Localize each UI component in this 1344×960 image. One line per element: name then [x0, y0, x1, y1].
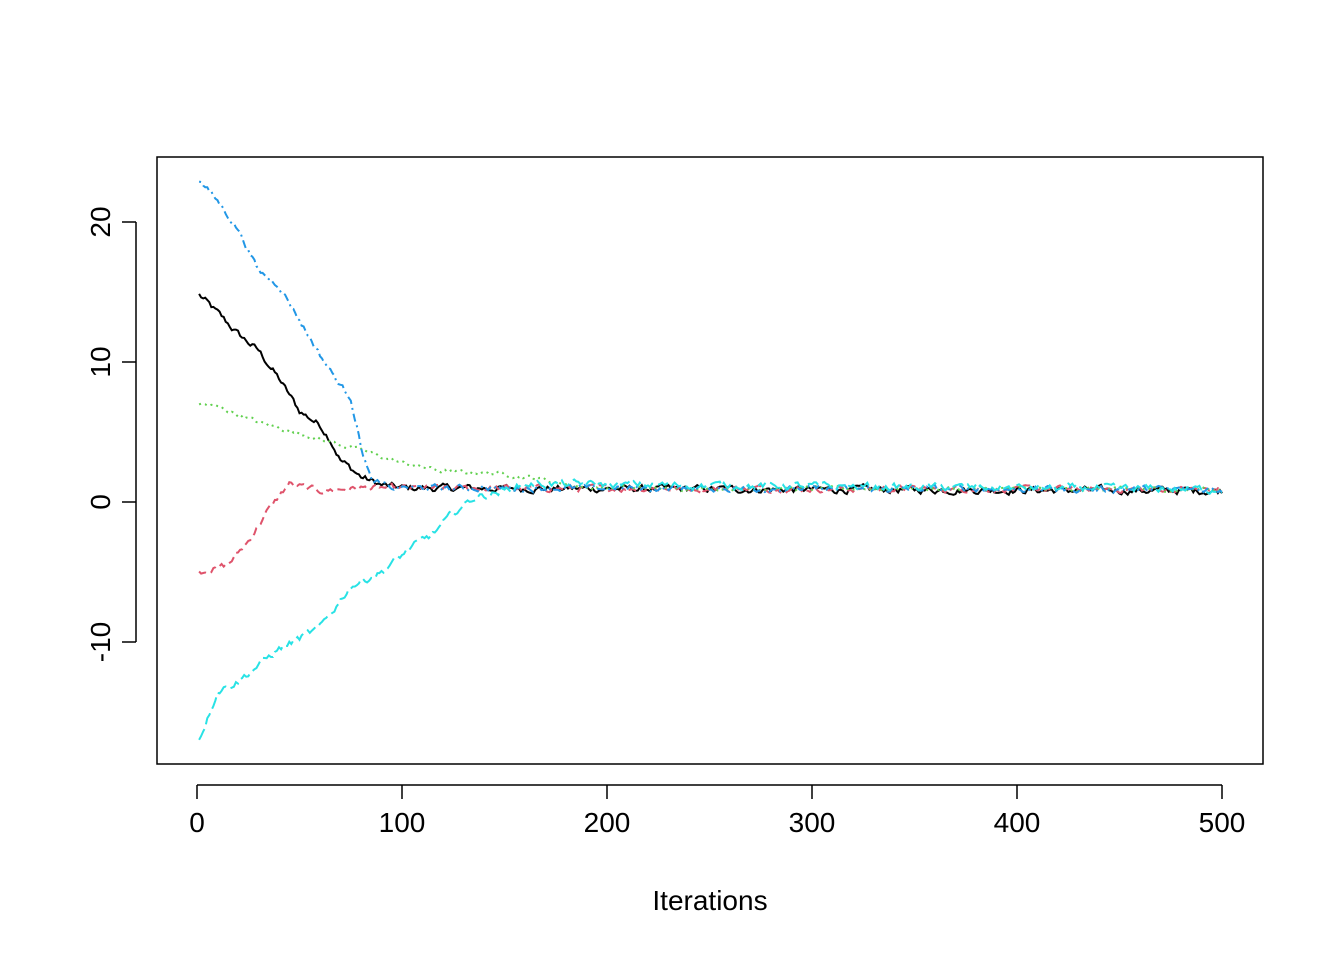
plot-frame [156, 156, 1264, 765]
x-tick-label: 400 [994, 807, 1041, 838]
series-layer [198, 180, 1223, 741]
y-tick-label: 10 [85, 346, 116, 377]
x-tick-label: 0 [189, 807, 205, 838]
x-tick-label: 200 [584, 807, 631, 838]
x-tick-label: 300 [789, 807, 836, 838]
series-line-5 [198, 478, 1223, 741]
y-tick-label: -10 [85, 622, 116, 662]
series-line-1 [198, 293, 1223, 497]
y-tick-label: 0 [85, 494, 116, 510]
series-line-4 [198, 180, 1223, 495]
y-axis: -10 0 10 20 [85, 206, 137, 662]
y-tick-label: 20 [85, 206, 116, 237]
x-axis-title: Iterations [652, 885, 767, 916]
x-tick-label: 100 [379, 807, 426, 838]
x-axis: 0 100 200 300 400 500 [189, 784, 1246, 838]
x-tick-label: 500 [1199, 807, 1246, 838]
